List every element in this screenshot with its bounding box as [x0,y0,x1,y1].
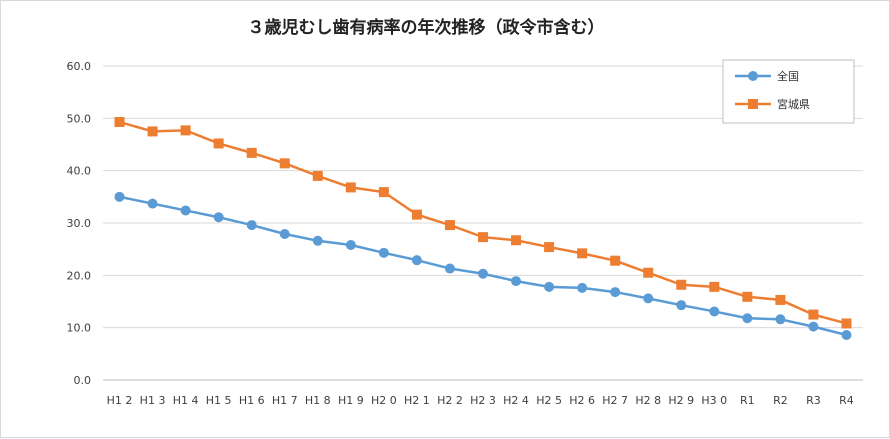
data-point [841,318,852,329]
x-axis-ticks: H1 2 H1 3 H1 4 H1 5 H1 6 H1 7 H1 8 H1 9 H2 0 H2 1… [107,394,854,407]
x-tick-label: H2 0 [371,394,397,407]
x-tick-label: H1 5 [206,394,232,407]
y-axis-ticks: 0.0 10.0 20.0 30.0 40.0 50.0 60.0 [67,60,92,387]
legend-box [722,59,855,124]
y-tick-label: 30.0 [67,217,92,230]
x-tick-label: H2 7 [602,394,628,407]
data-point [544,242,555,253]
data-point [676,279,687,290]
data-point [147,198,158,209]
x-tick-label: H2 1 [404,394,430,407]
data-point [577,282,588,293]
data-point [577,248,588,259]
legend-label: 全国 [777,69,799,83]
data-point [709,306,720,317]
x-tick-label: H2 4 [503,394,529,407]
series-layer [114,116,852,340]
data-point [246,220,257,231]
data-point [511,276,522,287]
data-point [643,267,654,278]
x-tick-label: H2 2 [437,394,463,407]
data-point [378,187,389,198]
data-point [643,293,654,304]
x-tick-label: R3 [806,394,821,407]
x-tick-label: H2 5 [536,394,562,407]
legend-marker [748,71,758,81]
data-point [411,209,422,220]
x-tick-label: R4 [839,394,854,407]
x-tick-label: H1 4 [173,394,199,407]
data-point [511,235,522,246]
chart-title: ３歳児むし歯有病率の年次推移（政令市含む） [248,17,605,38]
data-point [478,268,488,279]
data-point [676,300,687,311]
data-point [610,287,621,298]
data-point [742,291,753,302]
y-tick-label: 60.0 [67,60,92,73]
data-point [709,281,720,292]
x-tick-label: R1 [740,394,755,407]
data-point [114,191,125,202]
data-point [147,126,158,137]
y-tick-label: 20.0 [67,269,92,282]
x-tick-label: H1 6 [239,394,265,407]
y-tick-label: 0.0 [74,374,92,387]
data-point [279,228,290,239]
data-point [841,329,852,340]
x-tick-label: H1 2 [107,394,133,407]
data-point [279,158,290,169]
x-tick-label: H3 0 [701,394,727,407]
x-tick-label: H1 3 [140,394,166,407]
data-point [544,281,555,292]
series-line [119,195,847,337]
data-point [378,247,389,258]
data-point [775,294,786,305]
data-point [312,235,323,246]
data-point [345,182,356,193]
y-tick-label: 10.0 [67,322,92,335]
data-point [114,116,125,127]
data-point [345,239,356,250]
y-tick-label: 50.0 [67,112,92,125]
data-point [444,220,455,231]
x-tick-label: H2 8 [635,394,661,407]
x-tick-label: H2 3 [470,394,496,407]
data-point [775,314,786,325]
series-1 [114,191,852,340]
data-point [246,147,257,158]
data-point [180,125,191,136]
data-point [213,138,224,149]
x-tick-label: H2 6 [569,394,595,407]
series-2 [114,116,852,329]
data-point [411,255,422,266]
legend-label: 宮城県 [777,97,810,111]
x-tick-label: H1 8 [305,394,331,407]
legend-marker [748,99,758,109]
data-point [312,170,323,181]
data-point [478,232,488,243]
data-point [808,309,819,320]
data-point [444,263,455,274]
x-tick-label: H1 9 [338,394,364,407]
x-tick-label: H2 9 [668,394,694,407]
data-point [808,321,819,332]
y-tick-label: 40.0 [67,165,92,178]
data-point [180,205,191,216]
x-tick-label: H1 7 [272,394,298,407]
x-tick-label: R2 [773,394,788,407]
data-point [610,255,621,266]
data-point [742,313,753,324]
data-point [213,212,224,223]
